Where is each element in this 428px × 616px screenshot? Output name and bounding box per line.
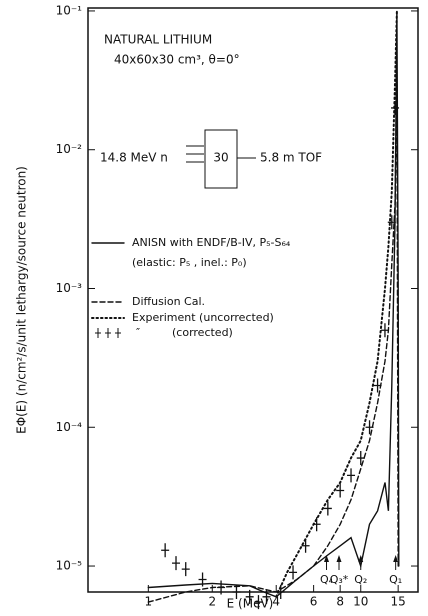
y-axis-label: EΦ(E) (n/cm²/s/unit lethargy/source neut…	[15, 166, 29, 434]
plot-frame	[87, 7, 419, 593]
legend-swatch	[115, 328, 121, 338]
cross-point	[254, 595, 263, 610]
cross-point	[262, 589, 271, 604]
ditto: ″	[136, 326, 140, 339]
x-tick-label: 8	[336, 595, 344, 609]
x-tick-label: 2	[208, 595, 216, 609]
cross-point	[289, 565, 298, 580]
y-tick-label: 10⁻⁴	[56, 420, 83, 434]
cross-point	[365, 420, 374, 435]
cross-point	[172, 556, 181, 571]
cross-point	[276, 585, 285, 599]
cross-point	[181, 562, 190, 577]
cross-point	[391, 100, 400, 115]
setup-detector: 5.8 m TOF	[260, 151, 322, 165]
corrected-points	[161, 100, 400, 610]
cross-point	[245, 589, 254, 604]
legend-note: (elastic: P₅ , inel.: P₀)	[132, 256, 247, 269]
q-label: Q₂	[354, 573, 367, 586]
series-line	[147, 10, 400, 598]
cross-point	[161, 543, 170, 558]
legend-label: Diffusion Cal.	[132, 295, 205, 308]
cross-point	[301, 538, 310, 553]
q-arrowhead	[336, 555, 342, 562]
x-tick-label: 10	[353, 595, 368, 609]
setup-thickness: 30	[213, 151, 228, 165]
cross-point	[380, 323, 389, 338]
cross-point	[312, 517, 321, 532]
sample-box	[204, 129, 238, 189]
cross-point	[198, 572, 207, 587]
legend-label: (corrected)	[172, 326, 233, 339]
legend-swatch	[105, 328, 111, 338]
q-label: Q₄	[320, 573, 334, 586]
cross-point	[336, 483, 345, 498]
cross-point	[373, 378, 382, 393]
y-tick-label: 10⁻²	[56, 142, 83, 156]
cross-point	[356, 451, 365, 466]
chart-subtitle: 40x60x30 cm³, θ=0°	[114, 53, 240, 67]
q-label: Q₃*	[330, 573, 349, 586]
legend-swatch	[95, 328, 101, 338]
q-arrowhead	[358, 555, 364, 562]
x-tick-label: 15	[391, 595, 406, 609]
setup-source: 14.8 MeV n	[100, 151, 168, 165]
cross-point	[387, 215, 396, 230]
y-tick-label: 10⁻³	[56, 281, 83, 295]
cross-point	[217, 580, 226, 595]
y-tick-label: 10⁻⁵	[56, 559, 83, 573]
cross-point	[232, 585, 241, 599]
x-tick-label: 6	[310, 595, 318, 609]
cross-point	[323, 501, 332, 516]
x-tick-label: 4	[272, 595, 280, 609]
cross-point	[347, 468, 356, 483]
series-line	[147, 83, 399, 603]
series-line	[275, 9, 398, 598]
chart-title: NATURAL LITHIUM	[104, 33, 212, 47]
q-arrowhead	[393, 555, 399, 562]
y-tick-label: 10⁻¹	[56, 3, 83, 17]
q-label: Q₁	[389, 573, 402, 586]
q-arrowhead	[324, 555, 330, 562]
legend-label: Experiment (uncorrected)	[132, 311, 274, 324]
legend-label: ANISN with ENDF/B-IV, P₅-S₆₄	[132, 236, 291, 249]
